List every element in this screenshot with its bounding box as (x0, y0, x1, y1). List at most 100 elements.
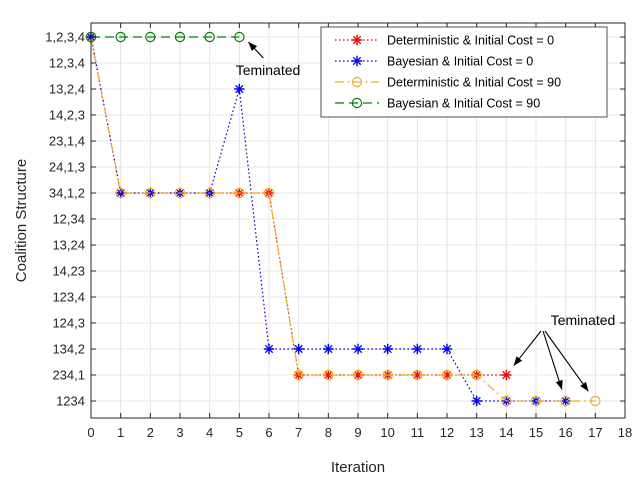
y-tick-label: 134,2 (52, 342, 85, 357)
series-2-point (441, 343, 453, 355)
legend-item: Deterministic & Initial Cost = 90 (335, 76, 561, 90)
series-4-point (145, 31, 156, 43)
series-2-point-glyph (352, 343, 364, 355)
legend-label: Bayesian & Initial Cost = 0 (387, 55, 533, 69)
arrow-head (555, 379, 563, 390)
series-2-point (412, 343, 423, 355)
series-3-point (501, 395, 512, 407)
axes: 0 1 2 3 4 5 6 7 8 9 10 11 12 13 14 15 16 17 181,2,3,412,3,… (45, 22, 632, 440)
legend-item: Deterministic & Initial Cost = 0 (335, 34, 554, 48)
y-tick-label: 12,34 (52, 212, 85, 227)
series-2-point (323, 343, 334, 355)
arrow-head (580, 381, 589, 392)
series-1-point (501, 369, 512, 381)
x-tick-label: 5 (236, 425, 243, 440)
series-2-point-glyph (323, 343, 334, 355)
series-2-point-glyph (412, 343, 423, 355)
arrow-head (513, 356, 523, 366)
series-3-point (441, 369, 453, 381)
y-tick-label: 234,1 (52, 368, 85, 383)
series-2-point-glyph (382, 343, 393, 355)
y-tick-label: 23,1,4 (49, 134, 85, 149)
series-3-point (471, 369, 482, 381)
series-2-point-glyph (234, 83, 245, 95)
series-2-point (352, 343, 364, 355)
series-2-point (115, 187, 126, 199)
arrow-shaft (542, 330, 563, 390)
annotation-arrow (544, 330, 589, 392)
x-tick-label: 2 (147, 425, 154, 440)
series-3-point (590, 395, 601, 407)
legend-item: Bayesian & Initial Cost = 0 (335, 55, 533, 69)
series-2-point (293, 343, 304, 355)
series-3-point (234, 187, 245, 199)
y-tick-label: 14,23 (52, 264, 85, 279)
x-tick-label: 0 (87, 425, 94, 440)
x-tick-label: 12 (440, 425, 454, 440)
arrow-head (248, 42, 258, 52)
y-tick-label: 1234 (56, 394, 85, 409)
y-tick-label: 1,2,3,4 (45, 30, 85, 45)
y-tick-label: 124,3 (52, 316, 85, 331)
annotation-arrow (247, 41, 264, 59)
y-tick-label: 12,3,4 (49, 56, 85, 71)
x-tick-label: 10 (380, 425, 394, 440)
series-3-point (323, 369, 334, 381)
series-1-point-glyph (501, 369, 512, 381)
legend-swatch-marker (351, 34, 363, 46)
series-1-point (323, 369, 334, 381)
series-3 (85, 31, 601, 407)
legend-swatch-marker (351, 55, 363, 67)
x-tick-label: 1 (117, 425, 124, 440)
series-1-point-glyph (412, 369, 423, 381)
series-3-point (530, 395, 542, 407)
series-3-point (145, 187, 156, 199)
series-3-line (90, 36, 596, 402)
legend: Deterministic & Initial Cost = 0 Bayesian… (320, 26, 608, 118)
series-3-point (293, 369, 304, 381)
legend-label: Bayesian & Initial Cost = 90 (387, 97, 540, 111)
y-tick-label: 14,2,3 (49, 108, 85, 123)
annotation: Teminated (236, 41, 301, 78)
series-2-point (471, 395, 482, 407)
annotation: Teminated (513, 312, 615, 392)
series-1-point (441, 369, 453, 381)
x-tick-label: 13 (469, 425, 483, 440)
series-4 (85, 31, 245, 43)
x-axis-title: Iteration (331, 459, 385, 476)
series-2-point-glyph (560, 395, 571, 407)
y-tick-label: 24,1,3 (49, 160, 85, 175)
series-3-point (174, 187, 186, 199)
legend-swatch-marker-glyph (351, 34, 363, 46)
series-2-point-glyph (263, 343, 275, 355)
series-2-point-glyph (441, 343, 453, 355)
x-tick-label: 9 (354, 425, 361, 440)
x-tick-label: 18 (618, 425, 632, 440)
series-4-point (115, 31, 126, 43)
series-3-point (204, 187, 215, 199)
series-2-point (263, 343, 275, 355)
annotation-arrow (542, 330, 563, 390)
annotation-layer: Teminated Teminated (236, 41, 615, 392)
series-4-point (204, 31, 215, 43)
series-3-point (263, 187, 275, 199)
x-tick-label: 14 (499, 425, 513, 440)
x-tick-label: 16 (558, 425, 572, 440)
x-tick-label: 17 (588, 425, 602, 440)
series-2-point (560, 395, 571, 407)
annotation-arrow (513, 330, 542, 366)
series-1-point-glyph (352, 369, 364, 381)
series-3-point (352, 369, 364, 381)
series-2-point-glyph (293, 343, 304, 355)
x-tick-label: 8 (325, 425, 332, 440)
legend-swatch-marker (351, 76, 363, 88)
series-1-point-glyph (441, 369, 453, 381)
series-2-point-glyph (115, 187, 126, 199)
x-tick-label: 11 (411, 425, 425, 440)
y-tick-label: 13,2,4 (49, 82, 85, 97)
y-axis-title: Coalition Structure (13, 159, 30, 282)
annotation-label: Teminated (236, 62, 301, 78)
x-tick-label: 4 (206, 425, 213, 440)
series-2-point (234, 83, 245, 95)
